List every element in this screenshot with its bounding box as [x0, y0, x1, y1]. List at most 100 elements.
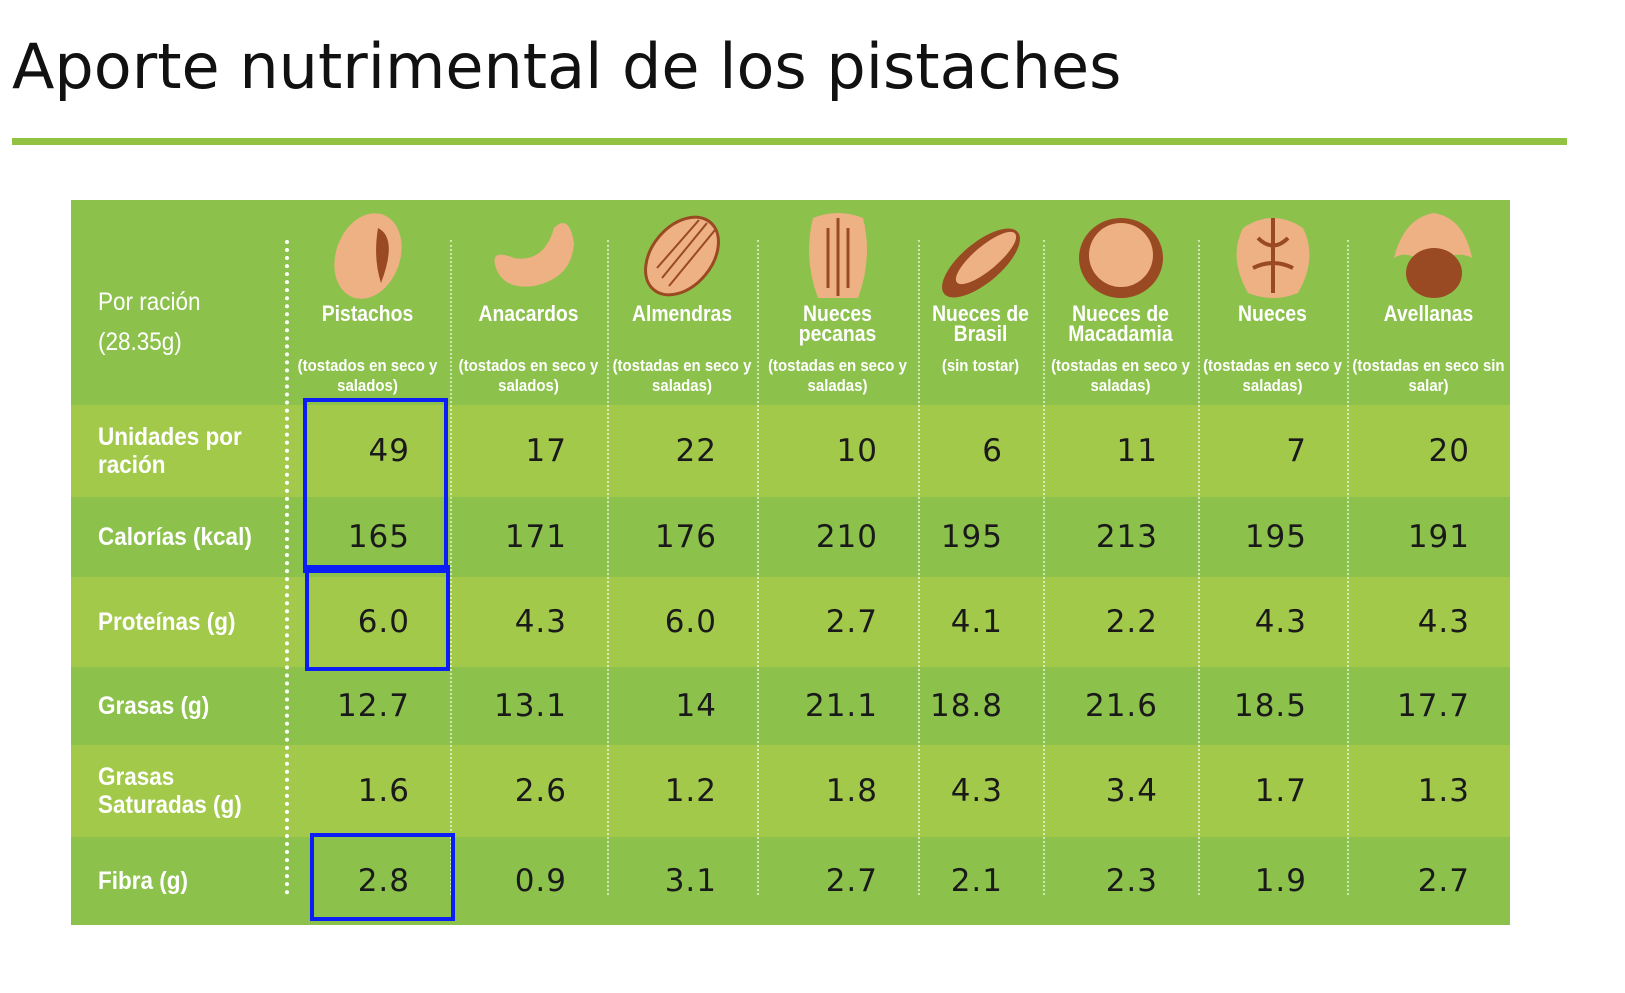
table-cell: 1.2 [664, 773, 717, 809]
column-separator [450, 240, 452, 895]
column-header: Nueces (tostadas en seco y saladas) [1198, 200, 1347, 405]
table-cell: 21.1 [804, 688, 878, 724]
walnut-icon [1236, 218, 1309, 298]
table-row: Unidades por ración 49 17 22 10 6 11 7 20 [71, 405, 1510, 497]
column-header: Almendras (tostadas en seco y saladas) [607, 200, 757, 405]
column-note: (tostadas en seco y saladas) [1051, 356, 1190, 395]
table-cell: 195 [940, 519, 1003, 555]
page-title: Aporte nutrimental de los pistaches [12, 30, 1122, 103]
row-label: Calorías (kcal) [98, 523, 252, 551]
column-name: Anacardos [478, 301, 579, 326]
brazil-nut-icon [941, 228, 1020, 298]
column-note: (tostadas en seco y saladas) [768, 356, 907, 395]
nutrition-table: Por ración (28.35g) Unidades por ración 4… [71, 200, 1510, 925]
row-label: Unidades por ración [98, 423, 242, 479]
highlight-box [303, 398, 448, 573]
table-row: Grasas (g) 12.7 13.1 14 21.1 18.8 21.6 18.5 17.7 [71, 667, 1510, 745]
table-cell: 4.3 [514, 604, 567, 640]
table-cell: 4.3 [1417, 604, 1470, 640]
column-header: Nueces de Macadamia (tostadas en seco y … [1043, 200, 1198, 405]
column-separator [918, 240, 920, 895]
table-row: Grasas Saturadas (g) 1.6 2.6 1.2 1.8 4.3 3.4 1.… [71, 745, 1510, 837]
column-header: Pistachos (tostados en seco y salados) [285, 200, 450, 405]
column-name: Pistachos [321, 301, 414, 326]
table-cell: 210 [815, 519, 878, 555]
column-separator [1347, 240, 1349, 895]
column-header: Nueces de Brasil (sin tostar) [918, 200, 1043, 405]
header-label-line: Por ración [98, 288, 201, 316]
column-note: (tostadas en seco y saladas) [1203, 356, 1342, 395]
table-cell: 176 [654, 519, 717, 555]
column-name: Nueces de Brasil [932, 301, 1029, 346]
row-label: Grasas (g) [98, 692, 210, 720]
table-cell: 17 [525, 433, 567, 469]
table-cell: 21.6 [1084, 688, 1158, 724]
highlight-box [310, 833, 455, 921]
table-cell: 171 [504, 519, 567, 555]
table-row: Proteínas (g) 6.0 4.3 6.0 2.7 4.1 2.2 4.3 4.3 [71, 577, 1510, 667]
macadamia-icon [1078, 218, 1163, 298]
table-cell: 7 [1286, 433, 1307, 469]
column-name: Almendras [631, 301, 733, 326]
table-cell: 14 [675, 688, 717, 724]
table-cell: 12.7 [336, 688, 410, 724]
column-note: (tostadas en seco y saladas) [612, 356, 752, 395]
table-cell: 6 [982, 433, 1003, 469]
table-cell: 10 [836, 433, 878, 469]
table-cell: 0.9 [514, 863, 567, 899]
column-separator [757, 240, 759, 895]
table-cell: 2.7 [1417, 863, 1470, 899]
column-name: Nueces [1238, 301, 1307, 326]
cashew-icon [493, 223, 574, 287]
table-cell: 213 [1095, 519, 1158, 555]
table-cell: 13.1 [493, 688, 567, 724]
table-cell: 1.8 [825, 773, 878, 809]
table-cell: 3.1 [664, 863, 717, 899]
column-note: (tostadas en seco sin salar) [1352, 356, 1505, 395]
column-separator [607, 240, 609, 895]
column-header: Avellanas (tostadas en seco sin salar) [1347, 200, 1510, 405]
table-cell: 1.7 [1254, 773, 1307, 809]
table-cell: 6.0 [664, 604, 717, 640]
table-cell: 18.5 [1233, 688, 1307, 724]
column-separator [1043, 240, 1045, 895]
table-cell: 195 [1244, 519, 1307, 555]
table-row: Calorías (kcal) 165 171 176 210 195 213 195 191 [71, 497, 1510, 577]
header-label: Por ración (28.35g) [98, 282, 201, 362]
table-cell: 2.3 [1105, 863, 1158, 899]
highlight-box [305, 565, 450, 671]
title-divider [12, 138, 1567, 145]
table-cell: 2.7 [825, 604, 878, 640]
table-cell: 49 [368, 433, 410, 469]
table-cell: 17.7 [1396, 688, 1470, 724]
table-cell: 2.1 [950, 863, 1003, 899]
column-header: Nueces pecanas (tostadas en seco y salad… [757, 200, 918, 405]
column-separator [285, 240, 289, 895]
row-label: Fibra (g) [98, 867, 188, 895]
column-name: Nueces pecanas [798, 301, 877, 346]
table-cell: 2.2 [1105, 604, 1158, 640]
table-cell: 4.1 [950, 604, 1003, 640]
column-name: Avellanas [1383, 301, 1474, 326]
table-cell: 2.6 [514, 773, 567, 809]
almond-icon [644, 215, 720, 297]
table-cell: 3.4 [1105, 773, 1158, 809]
column-note: (tostados en seco y salados) [297, 356, 438, 395]
row-label: Proteínas (g) [98, 608, 236, 636]
table-cell: 2.8 [357, 863, 410, 899]
table-cell: 6.0 [357, 604, 410, 640]
pecan-icon [808, 213, 867, 298]
table-cell: 1.9 [1254, 863, 1307, 899]
column-separator [1198, 240, 1200, 895]
header-label-line: (28.35g) [98, 328, 182, 356]
table-cell: 22 [675, 433, 717, 469]
column-name: Nueces de Macadamia [1068, 301, 1173, 346]
pistachio-icon [333, 213, 402, 299]
column-header: Anacardos (tostados en seco y salados) [450, 200, 607, 405]
hazelnut-icon [1393, 213, 1472, 298]
table-cell: 1.3 [1417, 773, 1470, 809]
table-cell: 2.7 [825, 863, 878, 899]
table-cell: 4.3 [950, 773, 1003, 809]
table-cell: 191 [1407, 519, 1470, 555]
table-cell: 11 [1116, 433, 1158, 469]
